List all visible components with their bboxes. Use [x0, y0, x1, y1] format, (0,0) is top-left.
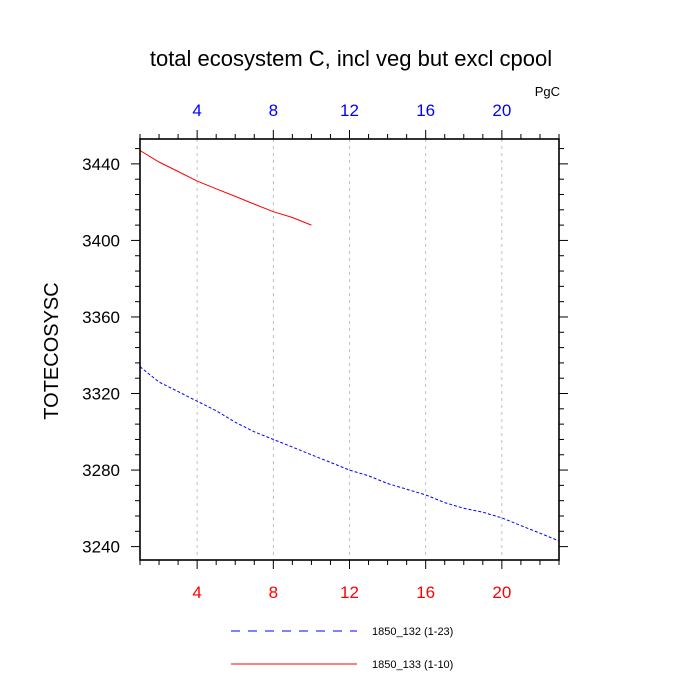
- y-tick-label: 3320: [82, 385, 120, 404]
- x-tick-label-bottom: 20: [492, 583, 511, 602]
- y-tick-label: 3440: [82, 155, 120, 174]
- y-tick-label: 3400: [82, 231, 120, 250]
- units-label: PgC: [535, 84, 560, 99]
- x-tick-label-bottom: 4: [192, 583, 201, 602]
- x-tick-label-top: 8: [269, 101, 278, 120]
- series-layer: [139, 150, 560, 542]
- x-tick-label-top: 16: [416, 101, 435, 120]
- y-axis-label: TOTECOSYSC: [41, 282, 63, 419]
- legend-label-1: 1850_132 (1-23): [372, 626, 453, 638]
- series-line-2: [139, 150, 312, 226]
- y-tick-label: 3360: [82, 308, 120, 327]
- chart-title: total ecosystem C, incl veg but excl cpo…: [150, 46, 552, 71]
- x-tick-label-bottom: 8: [269, 583, 278, 602]
- x-tick-label-top: 4: [192, 101, 201, 120]
- y-tick-label: 3280: [82, 461, 120, 480]
- x-tick-label-top: 12: [340, 101, 359, 120]
- legend: 1850_132 (1-23) 1850_133 (1-10): [231, 626, 453, 671]
- series-line-1: [139, 366, 560, 542]
- x-tick-label-top: 20: [492, 101, 511, 120]
- legend-label-2: 1850_133 (1-10): [372, 659, 453, 671]
- axis-ticks: [131, 130, 568, 569]
- x-tick-label-bottom: 16: [416, 583, 435, 602]
- y-tick-label: 3240: [82, 538, 120, 557]
- tick-labels: 4 4 8 8 12 12 16 16 20 20 3240 3280 3320 3360 3400 3440: [82, 101, 511, 602]
- gridlines: [196, 139, 503, 560]
- x-tick-label-bottom: 12: [340, 583, 359, 602]
